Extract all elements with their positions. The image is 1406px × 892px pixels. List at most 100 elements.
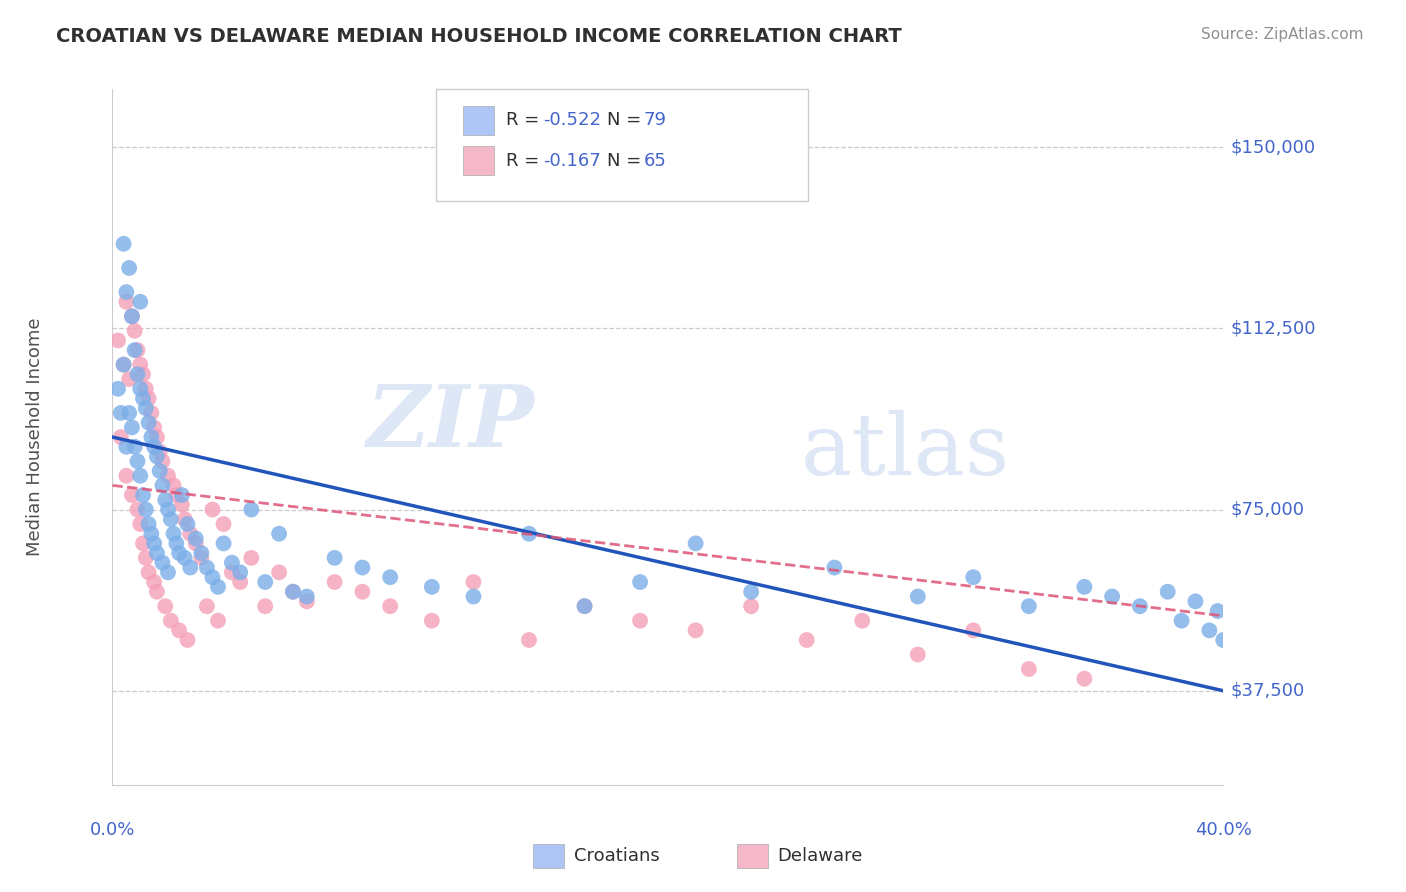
Point	[295, 594, 318, 608]
Point	[146, 584, 169, 599]
Point	[135, 401, 157, 416]
Point	[132, 368, 155, 382]
Point	[323, 574, 346, 589]
Text: R =: R =	[506, 112, 546, 129]
Point	[352, 584, 374, 599]
Point	[149, 464, 172, 478]
Point	[170, 498, 193, 512]
Point	[796, 633, 818, 648]
Point	[152, 478, 174, 492]
Point	[907, 648, 929, 662]
Point	[112, 236, 135, 251]
Point	[267, 566, 291, 580]
Point	[229, 574, 252, 589]
Point	[159, 512, 181, 526]
Text: $37,500: $37,500	[1230, 681, 1305, 699]
Point	[824, 560, 846, 574]
Point	[124, 324, 146, 338]
Point	[195, 599, 218, 614]
Point	[517, 526, 540, 541]
Point	[628, 614, 651, 628]
Point	[254, 574, 277, 589]
Point	[1184, 594, 1206, 608]
Point	[127, 343, 149, 358]
Point	[165, 488, 187, 502]
Point	[141, 430, 163, 444]
Point	[1073, 580, 1095, 594]
Point	[1018, 599, 1040, 614]
Point	[162, 478, 184, 492]
Point	[110, 430, 132, 444]
Point	[124, 440, 146, 454]
Point	[851, 614, 873, 628]
Text: Delaware: Delaware	[778, 847, 863, 865]
Point	[143, 420, 166, 434]
Point	[190, 546, 212, 560]
Point	[165, 536, 187, 550]
Text: N =: N =	[607, 152, 647, 169]
Point	[173, 512, 195, 526]
Point	[129, 468, 152, 483]
Text: -0.522: -0.522	[543, 112, 600, 129]
Point	[463, 574, 485, 589]
Point	[127, 368, 149, 382]
Point	[323, 550, 346, 565]
Point	[118, 372, 141, 386]
Point	[115, 285, 138, 300]
Point	[1170, 614, 1192, 628]
Point	[267, 526, 291, 541]
Point	[420, 614, 443, 628]
Text: $75,000: $75,000	[1230, 500, 1305, 518]
Text: $150,000: $150,000	[1230, 138, 1316, 156]
Point	[112, 358, 135, 372]
Point	[146, 430, 169, 444]
Point	[138, 392, 160, 406]
Point	[463, 590, 485, 604]
Point	[115, 440, 138, 454]
Point	[962, 624, 984, 638]
Point	[295, 590, 318, 604]
Point	[281, 584, 304, 599]
Point	[159, 614, 181, 628]
Point	[207, 614, 229, 628]
Point	[146, 450, 169, 464]
Point	[152, 454, 174, 468]
Point	[1129, 599, 1152, 614]
Point	[254, 599, 277, 614]
Text: Croatians: Croatians	[574, 847, 659, 865]
Point	[129, 516, 152, 531]
Text: 40.0%: 40.0%	[1195, 821, 1251, 838]
Point	[167, 546, 190, 560]
Text: N =: N =	[607, 112, 647, 129]
Point	[118, 260, 141, 275]
Point	[179, 526, 201, 541]
Point	[121, 420, 143, 434]
Point	[740, 584, 762, 599]
Point	[190, 550, 212, 565]
Point	[1073, 672, 1095, 686]
Point	[167, 624, 190, 638]
Point	[157, 566, 180, 580]
Point	[184, 532, 207, 546]
Point	[129, 358, 152, 372]
Point	[1101, 590, 1123, 604]
Point	[1156, 584, 1178, 599]
Point	[141, 406, 163, 420]
Point	[138, 566, 160, 580]
Point	[195, 560, 218, 574]
Text: -0.167: -0.167	[543, 152, 600, 169]
Point	[240, 502, 263, 516]
Point	[628, 574, 651, 589]
Point	[132, 392, 155, 406]
Point	[380, 599, 402, 614]
Text: 79: 79	[644, 112, 666, 129]
Point	[149, 444, 172, 458]
Point	[138, 416, 160, 430]
Point	[517, 633, 540, 648]
Point	[229, 566, 252, 580]
Point	[121, 310, 143, 324]
Point	[574, 599, 596, 614]
Point	[135, 502, 157, 516]
Point	[184, 536, 207, 550]
Point	[1018, 662, 1040, 676]
